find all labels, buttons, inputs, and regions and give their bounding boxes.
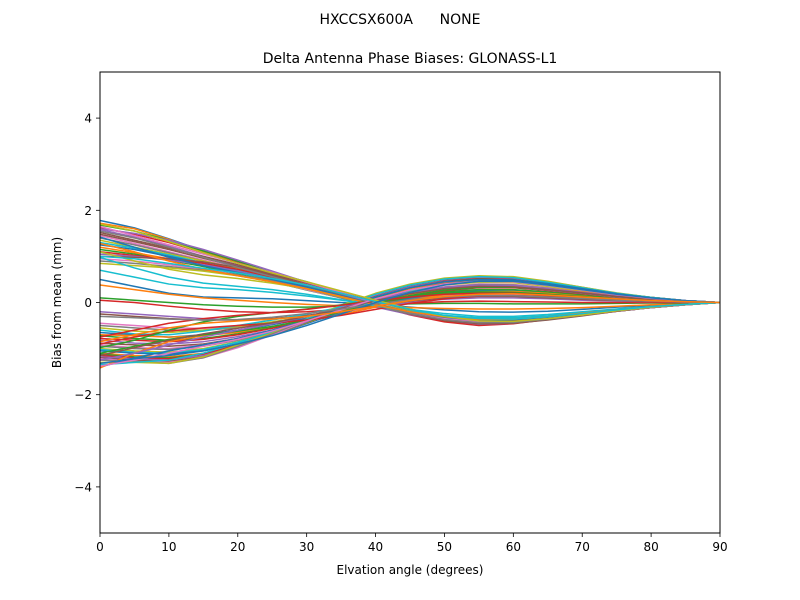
series-line-s68: [100, 294, 720, 321]
x-tick-label: 20: [230, 540, 245, 554]
chart-title: Delta Antenna Phase Biases: GLONASS-L1: [263, 51, 558, 67]
series-line-s66: [100, 285, 720, 357]
y-axis: −4 −2 0 2 4: [74, 112, 100, 494]
series-line-s70: [100, 255, 720, 320]
x-tick-label: 30: [299, 540, 314, 554]
x-tick-label: 40: [368, 540, 383, 554]
y-tick-label: 0: [84, 296, 92, 310]
series-lines: [100, 219, 720, 369]
y-axis-label: Bias from mean (mm): [50, 237, 64, 368]
series-line-s22: [100, 284, 720, 310]
x-tick-label: 50: [437, 540, 452, 554]
y-tick-label: 2: [84, 204, 92, 218]
x-tick-label: 60: [506, 540, 521, 554]
y-tick-label: 4: [84, 112, 92, 126]
y-tick-label: −2: [74, 388, 92, 402]
series-line-s72: [100, 292, 720, 343]
x-tick-label: 70: [575, 540, 590, 554]
x-tick-label: 90: [712, 540, 727, 554]
x-axis: 0 10 20 30 40 50 60 70 80 90: [96, 533, 728, 554]
x-axis-label: Elvation angle (degrees): [337, 563, 484, 577]
chart-suptitle: HXCCSX600A NONE: [320, 12, 481, 28]
series-line-s71: [100, 280, 720, 365]
x-tick-label: 80: [643, 540, 658, 554]
y-tick-label: −4: [74, 480, 92, 494]
x-tick-label: 10: [161, 540, 176, 554]
x-tick-label: 0: [96, 540, 104, 554]
